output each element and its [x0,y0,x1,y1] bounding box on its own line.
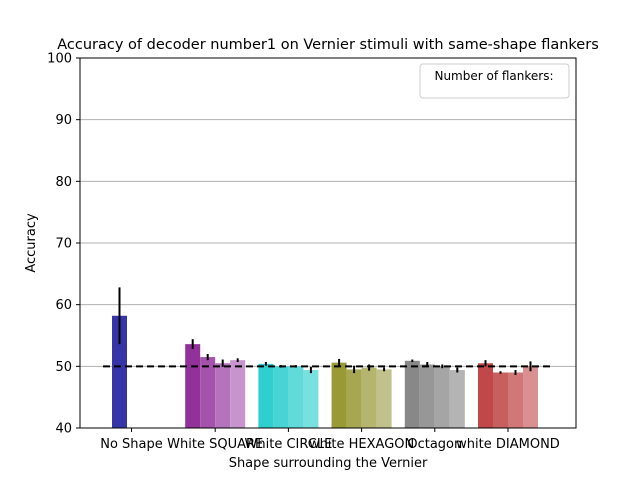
legend: Number of flankers: [419,63,570,99]
y-tick-label: 100 [47,52,72,67]
bar [346,369,362,428]
y-tick-label: 90 [55,113,72,128]
x-tick-label: White CIRCLE [245,437,333,452]
gridlines [80,119,576,367]
bar [478,363,493,428]
bar [215,363,231,428]
bar [303,370,319,428]
legend-box [419,63,570,99]
bar [493,372,508,428]
bars [112,315,538,428]
bar [361,367,377,428]
bar [112,315,127,428]
bar [523,366,538,428]
x-tick-label: Octagon [407,437,462,452]
bar [273,366,289,428]
bar [331,362,347,428]
bar [288,366,304,428]
error-bars [118,287,532,375]
legend-title: Number of flankers: [434,69,553,83]
x-tick-label: No Shape [100,437,163,452]
bar [434,366,450,428]
chart-title: Accuracy of decoder number1 on Vernier s… [57,37,599,53]
bar [376,369,392,428]
bar [508,372,523,428]
x-tick-label: White SQUARE [167,437,263,452]
bar [404,360,420,428]
bar [449,370,465,428]
x-tick-label: white DIAMOND [456,437,560,452]
y-tick-label: 50 [55,360,72,375]
bar [230,360,246,428]
y-tick-label: 80 [55,175,72,190]
bar [185,344,201,428]
bar [258,363,274,428]
y-axis-label: Accuracy [24,213,39,273]
y-tick-label: 70 [55,237,72,252]
bar [419,364,435,428]
y-axis-ticks: 40 50 60 70 80 90 100 [47,52,80,437]
x-tick-label: white HEXAGON [309,437,414,452]
y-tick-label: 60 [55,298,72,313]
y-tick-label: 40 [55,422,72,437]
bar [200,357,216,428]
x-axis-label: Shape surrounding the Vernier [229,456,428,471]
